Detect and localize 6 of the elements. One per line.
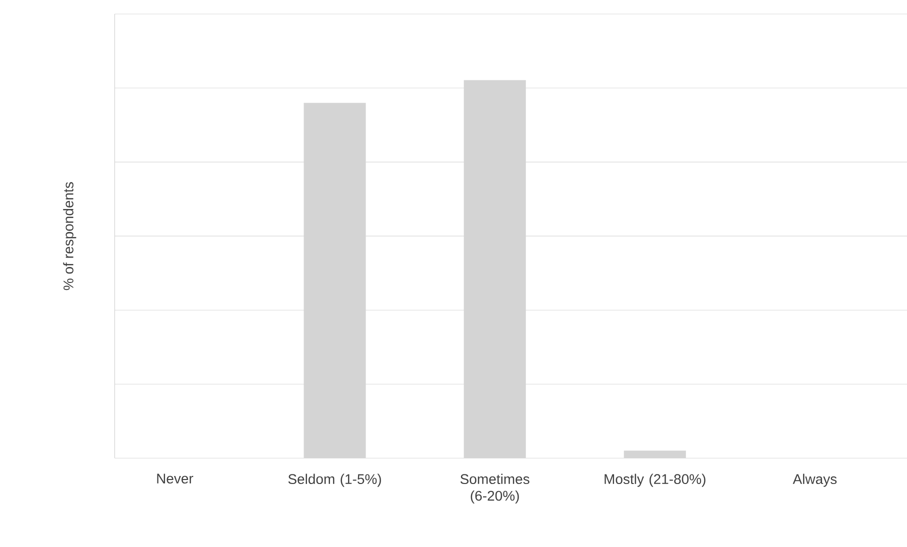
x-tick-label: Mostly (21-80%) (604, 474, 706, 487)
x-tick-label: Seldom (1-5%) (288, 474, 381, 487)
x-tick-label: Sometimes (6-20%) (460, 474, 530, 504)
x-tick-label: Always (792, 474, 837, 487)
x-tick-label: Never (157, 474, 194, 484)
y-axis-title: % of respondents (63, 182, 76, 290)
